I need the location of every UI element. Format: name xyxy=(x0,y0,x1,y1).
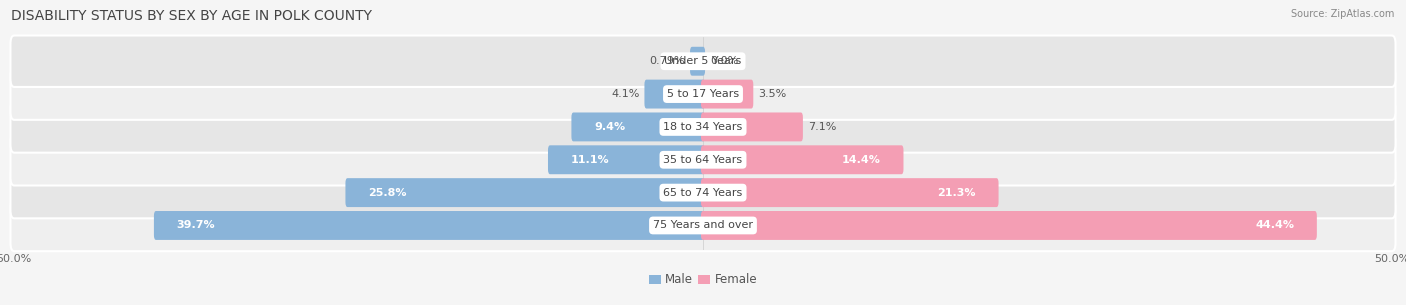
FancyBboxPatch shape xyxy=(10,134,1396,185)
FancyBboxPatch shape xyxy=(346,178,704,207)
Text: 3.5%: 3.5% xyxy=(758,89,786,99)
Text: 65 to 74 Years: 65 to 74 Years xyxy=(664,188,742,198)
Text: 44.4%: 44.4% xyxy=(1256,221,1294,231)
FancyBboxPatch shape xyxy=(10,68,1396,120)
Text: 5 to 17 Years: 5 to 17 Years xyxy=(666,89,740,99)
FancyBboxPatch shape xyxy=(702,113,803,142)
FancyBboxPatch shape xyxy=(10,167,1396,218)
Text: 9.4%: 9.4% xyxy=(595,122,626,132)
Text: 11.1%: 11.1% xyxy=(571,155,609,165)
Text: 39.7%: 39.7% xyxy=(177,221,215,231)
Text: 21.3%: 21.3% xyxy=(938,188,976,198)
FancyBboxPatch shape xyxy=(644,80,704,109)
FancyBboxPatch shape xyxy=(10,35,1396,87)
Text: Under 5 Years: Under 5 Years xyxy=(665,56,741,66)
FancyBboxPatch shape xyxy=(702,211,1317,240)
Legend: Male, Female: Male, Female xyxy=(644,269,762,291)
Text: 25.8%: 25.8% xyxy=(368,188,406,198)
Text: 18 to 34 Years: 18 to 34 Years xyxy=(664,122,742,132)
Text: 0.79%: 0.79% xyxy=(650,56,685,66)
Text: 7.1%: 7.1% xyxy=(807,122,837,132)
FancyBboxPatch shape xyxy=(10,200,1396,251)
Text: 4.1%: 4.1% xyxy=(612,89,640,99)
FancyBboxPatch shape xyxy=(548,145,704,174)
Text: 35 to 64 Years: 35 to 64 Years xyxy=(664,155,742,165)
Text: 14.4%: 14.4% xyxy=(842,155,880,165)
FancyBboxPatch shape xyxy=(702,178,998,207)
FancyBboxPatch shape xyxy=(571,113,704,142)
Text: Source: ZipAtlas.com: Source: ZipAtlas.com xyxy=(1291,9,1395,19)
FancyBboxPatch shape xyxy=(10,101,1396,152)
FancyBboxPatch shape xyxy=(702,145,904,174)
FancyBboxPatch shape xyxy=(702,80,754,109)
Text: DISABILITY STATUS BY SEX BY AGE IN POLK COUNTY: DISABILITY STATUS BY SEX BY AGE IN POLK … xyxy=(11,9,373,23)
FancyBboxPatch shape xyxy=(153,211,704,240)
Text: 0.0%: 0.0% xyxy=(710,56,738,66)
Text: 75 Years and over: 75 Years and over xyxy=(652,221,754,231)
FancyBboxPatch shape xyxy=(690,47,704,76)
